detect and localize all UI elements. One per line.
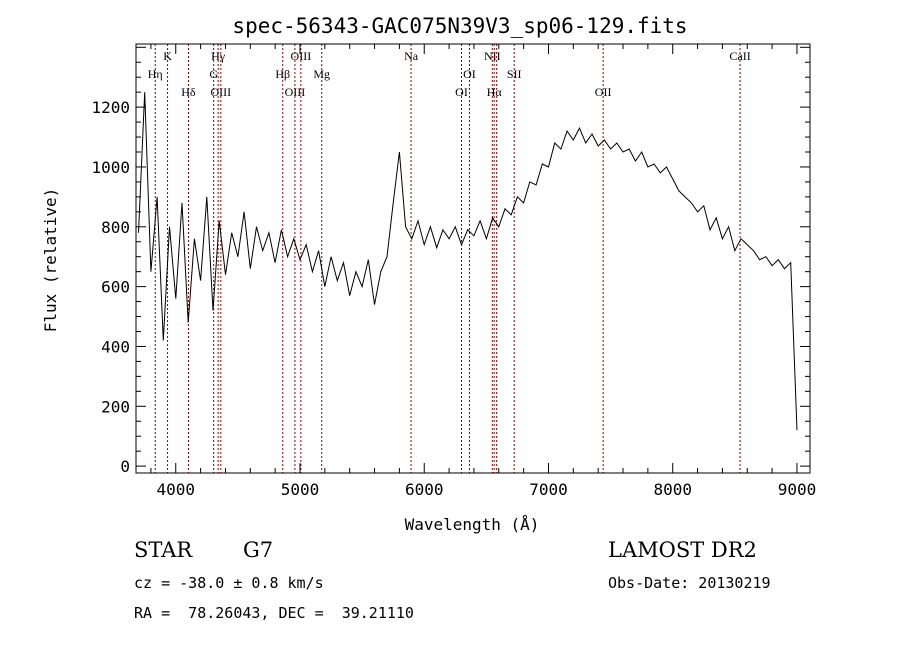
- chart-title: spec-56343-GAC075N39V3_sp06-129.fits: [232, 14, 687, 38]
- y-tick-label: 1000: [91, 158, 130, 177]
- plot-frame: [135, 43, 811, 474]
- spectral-line-label: NII: [484, 49, 501, 63]
- x-tick-label: 7000: [529, 480, 568, 499]
- survey-label: LAMOST DR2: [608, 538, 757, 562]
- spectral-line-label: OI: [463, 67, 476, 81]
- spectral-line-label: CaII: [729, 49, 750, 63]
- y-axis-label: Flux (relative): [41, 188, 60, 333]
- spectrum-line: [138, 92, 798, 431]
- y-tick-label: 800: [101, 218, 130, 237]
- coordinates-text: RA = 78.26043, DEC = 39.21110: [134, 604, 414, 622]
- spectral-line-label: OI: [455, 85, 468, 99]
- x-axis-label: Wavelength (Å): [405, 515, 540, 534]
- spectral-line-label: Hα: [487, 85, 503, 99]
- x-tick-label: 6000: [405, 480, 444, 499]
- x-tick-label: 4000: [156, 480, 195, 499]
- spectral-line-label: Hγ: [211, 49, 226, 63]
- spectral-line-label: G: [209, 67, 218, 81]
- y-tick-label: 200: [101, 397, 130, 416]
- spectral-line-label: Hβ: [275, 67, 290, 81]
- obs-date: Obs-Date: 20130219: [608, 574, 771, 592]
- spectral-line-label: Hδ: [181, 85, 196, 99]
- x-tick-label: 9000: [778, 480, 817, 499]
- y-tick-label: 600: [101, 278, 130, 297]
- spectral-line-label: OIII: [285, 85, 306, 99]
- spectral-line-label: SII: [507, 67, 522, 81]
- spectral-line-label: OIII: [291, 49, 312, 63]
- spectral-line-label: OIII: [211, 85, 232, 99]
- object-class: STAR: [134, 538, 193, 562]
- spectral-line-label: K: [163, 49, 172, 63]
- x-tick-label: 5000: [281, 480, 320, 499]
- spectral-line-label: Mg: [313, 67, 330, 81]
- y-tick-label: 1200: [91, 98, 130, 117]
- y-tick-label: 0: [120, 457, 130, 476]
- x-tick-label: 8000: [653, 480, 692, 499]
- spectral-line-label: Na: [404, 49, 419, 63]
- y-tick-label: 400: [101, 337, 130, 356]
- spectral-line-label: Hη: [148, 67, 163, 81]
- object-subclass: G7: [243, 538, 274, 562]
- redshift-text: cz = -38.0 ± 0.8 km/s: [134, 574, 324, 592]
- spectral-line-label: OII: [595, 85, 612, 99]
